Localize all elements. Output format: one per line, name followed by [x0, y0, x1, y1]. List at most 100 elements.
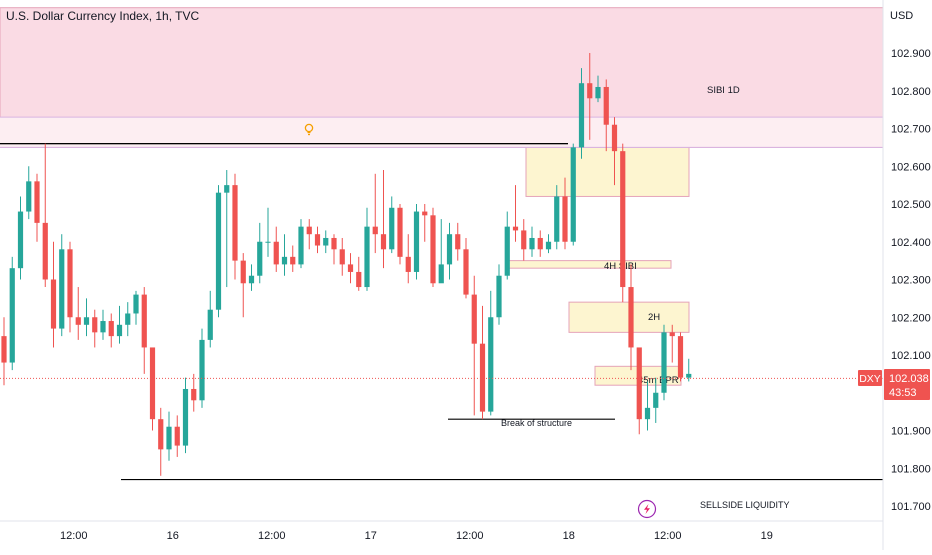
candle-body[interactable] — [504, 226, 510, 276]
candle-body[interactable] — [100, 321, 106, 333]
candle-body[interactable] — [240, 260, 246, 284]
candle-body[interactable] — [199, 339, 205, 401]
candle-body[interactable] — [628, 287, 634, 348]
candle-body[interactable] — [248, 275, 255, 284]
candle-body[interactable] — [265, 241, 271, 243]
candle-body[interactable] — [42, 222, 48, 280]
candle-body[interactable] — [479, 343, 486, 412]
candle-body[interactable] — [257, 241, 263, 276]
candle-body[interactable] — [191, 388, 197, 401]
price-tick-label: 102.600 — [891, 161, 931, 173]
candle-body[interactable] — [224, 185, 230, 193]
candle-body[interactable] — [17, 211, 24, 269]
annotations-layer — [304, 123, 657, 519]
price-tick-label: 102.400 — [891, 237, 931, 249]
candle-body[interactable] — [125, 313, 131, 325]
candle-body[interactable] — [653, 392, 659, 408]
candle-body[interactable] — [578, 83, 585, 148]
time-tick-label: 12:00 — [654, 530, 682, 542]
time-axis[interactable]: 12:00 16 12:00 17 12:00 18 12:00 19 — [0, 520, 883, 542]
candle-body[interactable] — [290, 256, 296, 265]
candle-body[interactable] — [83, 317, 90, 325]
lightning-icon[interactable] — [637, 499, 657, 519]
candle-body[interactable] — [158, 419, 164, 450]
candle-body[interactable] — [34, 181, 40, 223]
candle-body[interactable] — [611, 124, 618, 152]
candle-body[interactable] — [149, 347, 156, 420]
candle-body[interactable] — [174, 426, 180, 446]
candle-body[interactable] — [644, 407, 651, 420]
candle-body[interactable] — [67, 249, 73, 318]
candle-body[interactable] — [215, 192, 222, 310]
candle-body[interactable] — [529, 237, 535, 250]
candle-body[interactable] — [603, 86, 609, 125]
candle-body[interactable] — [422, 211, 428, 216]
candle-body[interactable] — [108, 321, 114, 337]
candle-body[interactable] — [669, 332, 675, 337]
candle-body[interactable] — [661, 332, 667, 393]
candle-body[interactable] — [323, 237, 329, 246]
candle-body[interactable] — [182, 388, 189, 446]
candle-body[interactable] — [331, 237, 337, 250]
candle-body[interactable] — [570, 147, 576, 242]
candle-body[interactable] — [455, 234, 461, 250]
candle-body[interactable] — [496, 275, 502, 318]
candle-body[interactable] — [207, 309, 213, 340]
candle-body[interactable] — [463, 249, 469, 295]
candle-body[interactable] — [595, 86, 601, 99]
candle-body[interactable] — [306, 226, 312, 235]
candle-body[interactable] — [562, 196, 568, 242]
candle-body[interactable] — [1, 336, 7, 363]
candle-body[interactable] — [620, 151, 626, 288]
candle-body[interactable] — [339, 249, 345, 265]
candle-body[interactable] — [512, 226, 519, 231]
candle-body[interactable] — [281, 256, 288, 265]
candle-body[interactable] — [116, 324, 123, 337]
candle-body[interactable] — [314, 234, 321, 246]
candle-body[interactable] — [521, 230, 527, 250]
candle-body[interactable] — [438, 264, 444, 284]
candle-body[interactable] — [446, 234, 453, 265]
level-label: SELLSIDE LIQUIDITY — [700, 500, 790, 510]
candle-body[interactable] — [347, 264, 354, 272]
candle-body[interactable] — [430, 215, 436, 284]
candles-layer — [1, 53, 692, 476]
candle-body[interactable] — [554, 196, 560, 242]
candle-body[interactable] — [50, 279, 57, 329]
candle-body[interactable] — [9, 268, 15, 363]
candle-body[interactable] — [273, 241, 279, 265]
candle-body[interactable] — [397, 207, 403, 257]
candle-body[interactable] — [166, 426, 172, 450]
candle-body[interactable] — [587, 83, 593, 99]
candle-body[interactable] — [537, 237, 543, 250]
candle-body[interactable] — [141, 294, 147, 348]
candle-body[interactable] — [488, 317, 494, 412]
candle-body[interactable] — [59, 249, 65, 329]
candle-body[interactable] — [686, 373, 692, 378]
price-tick-label: 101.800 — [891, 463, 931, 475]
candle-body[interactable] — [26, 181, 32, 212]
candle-body[interactable] — [133, 294, 139, 314]
candle-body[interactable] — [380, 234, 387, 250]
candle-body[interactable] — [372, 226, 378, 235]
candle-body[interactable] — [364, 226, 370, 288]
candle-body[interactable] — [636, 347, 642, 420]
price-tick-label: 102.800 — [891, 86, 931, 98]
candle-body[interactable] — [413, 211, 420, 272]
price-axis[interactable]: 102.900 102.800 102.700 102.600 102.500 102.4… — [882, 0, 931, 550]
candle-body[interactable] — [545, 241, 552, 250]
candle-body[interactable] — [471, 294, 477, 344]
candle-body[interactable] — [356, 271, 362, 288]
candle-body[interactable] — [677, 336, 684, 378]
chart-title: U.S. Dollar Currency Index, 1h, TVC — [6, 9, 200, 23]
time-tick-label: 18 — [563, 530, 575, 542]
candle-body[interactable] — [389, 207, 395, 250]
candle-body[interactable] — [405, 256, 411, 272]
candle-body[interactable] — [92, 317, 98, 333]
candle-body[interactable] — [232, 185, 238, 261]
candle-body[interactable] — [298, 226, 304, 265]
candle-body[interactable] — [75, 317, 81, 325]
bulb-icon[interactable] — [304, 123, 314, 136]
